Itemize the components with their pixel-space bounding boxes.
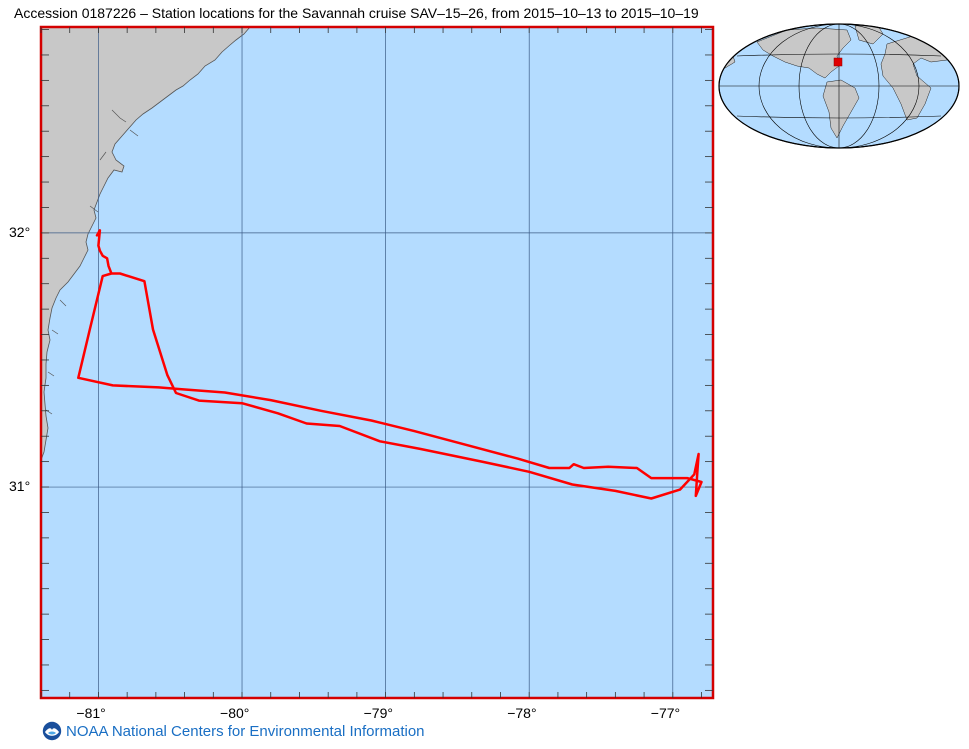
lon-tick-label: −80° bbox=[220, 705, 250, 721]
footer-text: NOAA National Centers for Environmental … bbox=[66, 722, 425, 740]
lat-tick-label: 31° bbox=[9, 478, 31, 495]
inset-globe bbox=[718, 23, 960, 149]
tick-marks bbox=[40, 27, 713, 698]
lat-tick-label: 32° bbox=[9, 223, 31, 240]
lon-tick-label: −77° bbox=[650, 705, 681, 721]
lon-tick-label: −78° bbox=[507, 705, 537, 721]
estuary-lines bbox=[45, 109, 139, 415]
map-frame bbox=[39, 25, 715, 700]
cruise-track bbox=[77, 229, 703, 500]
lon-tick-label: −79° bbox=[363, 705, 393, 721]
graticule bbox=[41, 27, 713, 698]
lon-tick-label: −81° bbox=[76, 705, 106, 721]
ocean bbox=[41, 27, 713, 698]
noaa-logo-icon bbox=[42, 721, 62, 741]
footer: NOAA National Centers for Environmental … bbox=[42, 721, 425, 741]
map-title: Accession 0187226 – Station locations fo… bbox=[14, 5, 699, 21]
region-marker bbox=[833, 57, 843, 67]
